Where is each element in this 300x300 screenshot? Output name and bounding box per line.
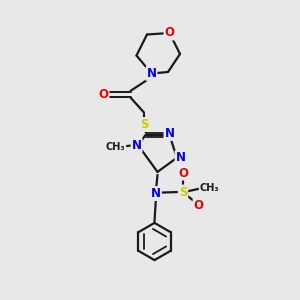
Text: N: N (151, 187, 161, 200)
Text: O: O (178, 167, 188, 180)
Text: O: O (194, 199, 204, 212)
Text: S: S (140, 118, 148, 131)
Text: N: N (132, 139, 142, 152)
Text: N: N (146, 67, 157, 80)
Text: O: O (98, 88, 109, 101)
Text: S: S (179, 185, 187, 199)
Text: N: N (164, 127, 175, 140)
Text: CH₃: CH₃ (106, 142, 125, 152)
Text: CH₃: CH₃ (200, 183, 219, 194)
Text: N: N (176, 151, 185, 164)
Text: O: O (164, 26, 175, 40)
